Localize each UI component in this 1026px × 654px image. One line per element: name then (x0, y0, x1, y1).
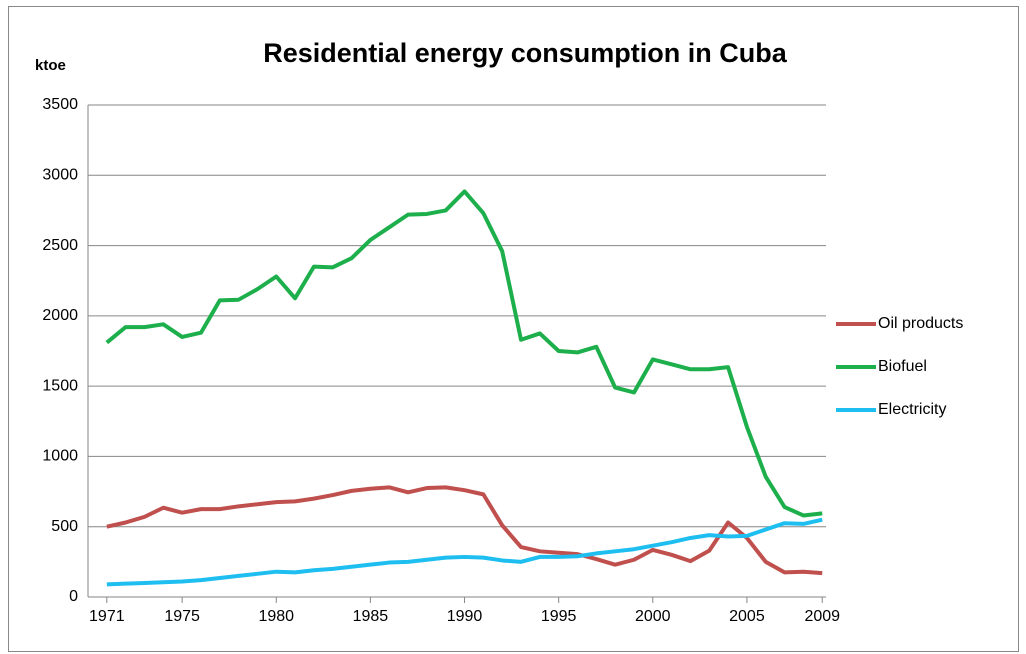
x-tick-label: 2009 (804, 608, 840, 625)
x-tick-label: 2000 (635, 608, 671, 625)
x-tick-label: 1980 (258, 608, 294, 625)
x-tick-label: 2005 (729, 608, 765, 625)
y-tick-label: 3500 (42, 96, 78, 113)
y-tick-label: 1500 (42, 377, 78, 394)
chart-border (8, 6, 1019, 652)
y-tick-label: 500 (51, 518, 78, 535)
legend-label: Oil products (878, 315, 963, 332)
x-tick-label: 1971 (89, 608, 125, 625)
x-tick-label: 1995 (541, 608, 577, 625)
y-tick-label: 1000 (42, 448, 78, 465)
y-tick-label: 3000 (42, 167, 78, 184)
series-line (106, 517, 823, 587)
series-line (106, 485, 823, 576)
y-tick-label: 2500 (42, 237, 78, 254)
legend-label: Electricity (878, 401, 946, 418)
x-tick-label: 1975 (164, 608, 200, 625)
chart-title: Residential energy consumption in Cuba (263, 38, 788, 68)
y-tick-label: 0 (69, 588, 78, 605)
series-line (105, 189, 823, 518)
y-axis-label: ktoe (35, 57, 66, 74)
x-tick-label: 1990 (447, 608, 483, 625)
y-tick-label: 2000 (42, 307, 78, 324)
x-tick-label: 1985 (353, 608, 389, 625)
legend-label: Biofuel (878, 358, 927, 375)
